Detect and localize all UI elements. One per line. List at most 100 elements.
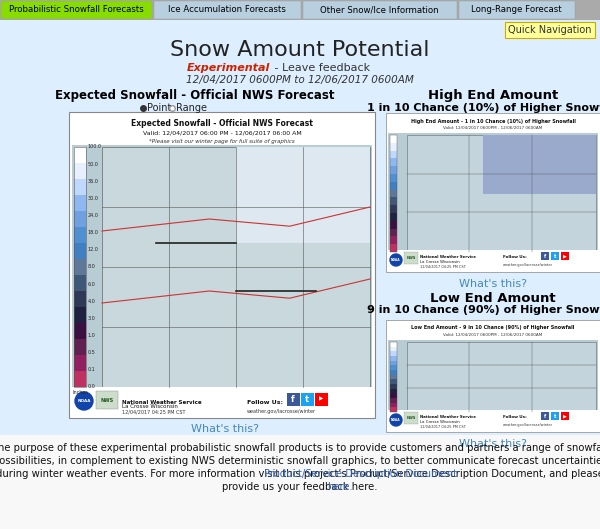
Text: Valid: 12/04/2017 0600PM - 12/06/2017 0600AM: Valid: 12/04/2017 0600PM - 12/06/2017 06… — [443, 333, 542, 337]
FancyBboxPatch shape — [96, 391, 118, 409]
Text: Long-Range Forecast: Long-Range Forecast — [471, 5, 562, 14]
FancyBboxPatch shape — [154, 1, 301, 19]
FancyBboxPatch shape — [72, 387, 372, 415]
Text: 12/04/2017 0600PM to 12/06/2017 0600AM: 12/04/2017 0600PM to 12/06/2017 0600AM — [186, 75, 414, 85]
FancyBboxPatch shape — [0, 0, 600, 20]
Text: 9 in 10 Chance (90%) of Higher Snowfall: 9 in 10 Chance (90%) of Higher Snowfall — [367, 305, 600, 315]
Text: f: f — [544, 253, 546, 259]
Text: High End Amount: High End Amount — [428, 89, 558, 103]
Text: Follow Us:: Follow Us: — [503, 255, 527, 259]
Circle shape — [390, 254, 402, 266]
Text: 30.0: 30.0 — [88, 196, 98, 201]
FancyBboxPatch shape — [561, 412, 569, 421]
Text: Product/Service Description Document: Product/Service Description Document — [263, 469, 457, 479]
Text: 18.0: 18.0 — [88, 230, 98, 235]
FancyBboxPatch shape — [390, 135, 397, 143]
FancyBboxPatch shape — [388, 250, 598, 270]
Text: 1.0: 1.0 — [88, 333, 95, 338]
FancyBboxPatch shape — [390, 351, 397, 356]
Circle shape — [390, 414, 402, 426]
FancyBboxPatch shape — [390, 342, 397, 346]
FancyBboxPatch shape — [390, 236, 397, 244]
FancyBboxPatch shape — [407, 135, 596, 252]
Text: NOAA: NOAA — [391, 258, 401, 262]
FancyBboxPatch shape — [390, 182, 397, 189]
FancyBboxPatch shape — [236, 147, 370, 243]
FancyBboxPatch shape — [388, 410, 598, 430]
FancyBboxPatch shape — [551, 412, 559, 421]
Text: Other Snow/Ice Information: Other Snow/Ice Information — [320, 5, 439, 14]
FancyBboxPatch shape — [390, 375, 397, 379]
FancyBboxPatch shape — [388, 322, 598, 430]
FancyBboxPatch shape — [72, 115, 372, 415]
FancyBboxPatch shape — [74, 243, 86, 259]
Text: 100.0: 100.0 — [88, 144, 101, 150]
FancyBboxPatch shape — [390, 366, 397, 370]
Text: Follow Us:: Follow Us: — [503, 415, 527, 419]
Text: 6.0: 6.0 — [88, 281, 95, 287]
Text: Inches: Inches — [72, 389, 88, 395]
FancyBboxPatch shape — [74, 259, 86, 275]
Text: Low End Amount - 9 in 10 Chance (90%) of Higher Snowfall: Low End Amount - 9 in 10 Chance (90%) of… — [412, 325, 575, 331]
FancyBboxPatch shape — [102, 147, 370, 387]
FancyBboxPatch shape — [72, 115, 372, 145]
Text: What's this?: What's this? — [459, 279, 527, 289]
FancyBboxPatch shape — [388, 115, 598, 270]
FancyBboxPatch shape — [69, 112, 375, 418]
FancyBboxPatch shape — [0, 435, 600, 529]
FancyBboxPatch shape — [390, 398, 397, 403]
Text: La Crosse Wisconsin: La Crosse Wisconsin — [122, 405, 178, 409]
Text: 8.0: 8.0 — [88, 264, 95, 269]
FancyBboxPatch shape — [74, 195, 86, 211]
Text: NWS: NWS — [406, 416, 416, 420]
Text: The purpose of these experimental probabilistic snowfall products is to provide : The purpose of these experimental probab… — [0, 443, 600, 453]
FancyBboxPatch shape — [404, 252, 418, 264]
Text: Experimental: Experimental — [187, 63, 270, 73]
Text: La Crosse Wisconsin: La Crosse Wisconsin — [420, 260, 460, 264]
Text: What's this?: What's this? — [459, 439, 527, 449]
FancyBboxPatch shape — [390, 174, 397, 182]
Text: High End Amount - 1 in 10 Chance (10%) of Higher Snowfall: High End Amount - 1 in 10 Chance (10%) o… — [410, 118, 575, 123]
FancyBboxPatch shape — [74, 291, 86, 307]
FancyBboxPatch shape — [74, 323, 86, 339]
Text: La Crosse Wisconsin: La Crosse Wisconsin — [420, 420, 460, 424]
FancyBboxPatch shape — [74, 371, 86, 387]
Text: t: t — [554, 414, 556, 418]
FancyBboxPatch shape — [390, 189, 397, 197]
FancyBboxPatch shape — [74, 339, 86, 355]
Text: NOAA: NOAA — [77, 399, 91, 403]
FancyBboxPatch shape — [390, 151, 397, 158]
FancyBboxPatch shape — [74, 275, 86, 291]
Text: weather.gov/lacrosse/winter: weather.gov/lacrosse/winter — [503, 423, 553, 427]
FancyBboxPatch shape — [404, 412, 418, 424]
Text: 50.0: 50.0 — [88, 162, 98, 167]
FancyBboxPatch shape — [561, 252, 569, 260]
Text: Expected Snowfall - Official NWS Forecast: Expected Snowfall - Official NWS Forecas… — [55, 89, 335, 103]
Text: during winter weather events. For more information visit this project’s Product/: during winter weather events. For more i… — [0, 469, 600, 479]
FancyBboxPatch shape — [390, 244, 397, 252]
Text: 0.5: 0.5 — [88, 350, 95, 355]
Text: Follow Us:: Follow Us: — [247, 399, 283, 405]
Text: ▶: ▶ — [319, 397, 323, 402]
Text: 12/04/2017 04:25 PM CST: 12/04/2017 04:25 PM CST — [420, 425, 466, 429]
Text: Low End Amount: Low End Amount — [430, 291, 556, 305]
FancyBboxPatch shape — [0, 20, 600, 435]
Text: 12.0: 12.0 — [88, 248, 98, 252]
Text: 0.1: 0.1 — [88, 367, 95, 372]
FancyBboxPatch shape — [551, 252, 559, 260]
Text: National Weather Service: National Weather Service — [420, 415, 476, 419]
Text: t: t — [554, 253, 556, 259]
FancyBboxPatch shape — [390, 229, 397, 236]
Text: Point: Point — [147, 103, 172, 113]
Text: f: f — [291, 395, 295, 404]
Circle shape — [75, 392, 93, 410]
FancyBboxPatch shape — [386, 113, 600, 272]
FancyBboxPatch shape — [301, 393, 314, 406]
FancyBboxPatch shape — [303, 1, 457, 19]
FancyBboxPatch shape — [390, 361, 397, 366]
FancyBboxPatch shape — [74, 355, 86, 371]
Text: 24.0: 24.0 — [88, 213, 98, 218]
Text: provide us your feedback here.: provide us your feedback here. — [222, 482, 378, 492]
Text: Valid: 12/04/2017 06:00 PM - 12/06/2017 06:00 AM: Valid: 12/04/2017 06:00 PM - 12/06/2017 … — [143, 131, 301, 135]
FancyBboxPatch shape — [505, 22, 595, 38]
